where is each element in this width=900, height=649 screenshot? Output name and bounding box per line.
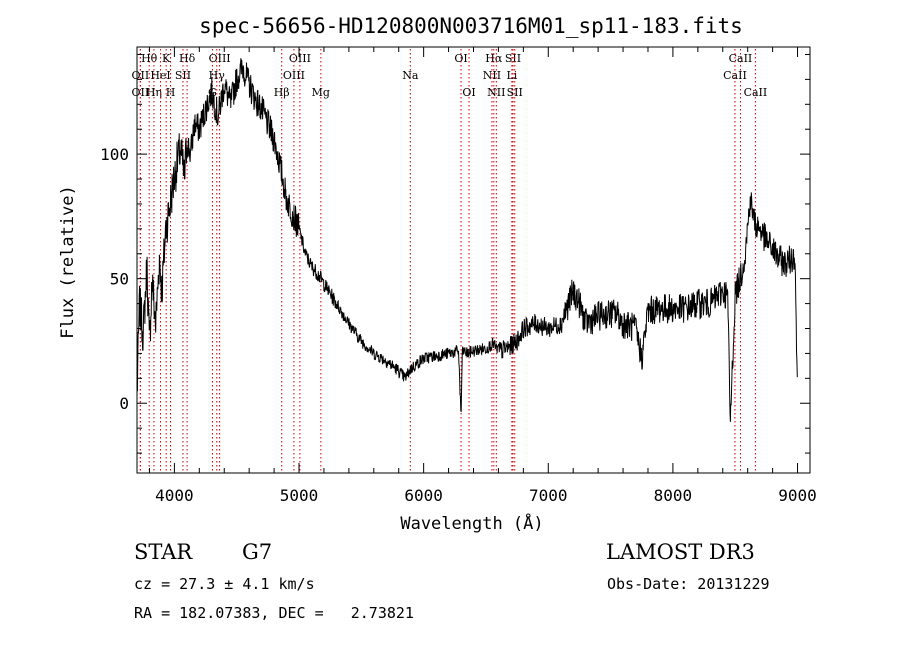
marker-label: OIII bbox=[289, 52, 311, 65]
axes: 4000 5000 6000 7000 8000 9000 0 50 100 bbox=[100, 47, 817, 505]
coordinates: RA = 182.07383, DEC = 2.73821 bbox=[134, 604, 414, 622]
marker-label: Mg bbox=[312, 86, 330, 99]
marker-label: Hα bbox=[485, 52, 503, 65]
y-axis-label: Flux (relative) bbox=[58, 185, 78, 339]
observation-date: Obs-Date: 20131229 bbox=[607, 575, 770, 593]
marker-label: Hδ bbox=[179, 52, 196, 65]
marker-label: SII bbox=[507, 86, 523, 99]
marker-label: Hθ bbox=[141, 52, 158, 65]
marker-label: Hη bbox=[146, 86, 162, 99]
marker-label: OI bbox=[462, 86, 475, 99]
marker-label: H bbox=[166, 86, 176, 99]
marker-label: K bbox=[162, 52, 171, 65]
x-tick-label: 8000 bbox=[654, 486, 693, 505]
spectrum-series bbox=[136, 58, 798, 422]
marker-label: Hβ bbox=[274, 86, 290, 99]
x-tick-label: 5000 bbox=[280, 486, 319, 505]
object-subclass: G7 bbox=[242, 540, 273, 564]
marker-label: CaII bbox=[729, 52, 753, 65]
marker-label: CaII bbox=[744, 86, 768, 99]
marker-label: HeI bbox=[150, 69, 170, 82]
x-tick-label: 7000 bbox=[529, 486, 568, 505]
marker-label: Hγ bbox=[209, 69, 226, 82]
survey-name: LAMOST DR3 bbox=[606, 540, 755, 564]
marker-label: OIII bbox=[283, 69, 305, 82]
marker-label: OII bbox=[132, 69, 150, 82]
marker-label: Na bbox=[402, 69, 419, 82]
marker-label: Li bbox=[506, 69, 517, 82]
marker-label: OI bbox=[454, 52, 467, 65]
spectrum-line bbox=[136, 58, 798, 422]
y-tick-label: 100 bbox=[100, 145, 129, 164]
x-tick-label: 6000 bbox=[404, 486, 443, 505]
marker-label: SII bbox=[505, 52, 521, 65]
marker-label: CaII bbox=[723, 69, 747, 82]
x-axis-label: Wavelength (Å) bbox=[400, 512, 543, 534]
x-tick-label: 4000 bbox=[155, 486, 194, 505]
object-class: STAR bbox=[134, 540, 193, 564]
plot-frame bbox=[136, 46, 811, 474]
marker-label: OIII bbox=[209, 52, 231, 65]
x-tick-label: 9000 bbox=[778, 486, 817, 505]
marker-label: NII bbox=[483, 69, 501, 82]
marker-label: SII bbox=[175, 69, 191, 82]
chart-title: spec-56656-HD120800N003716M01_sp11-183.f… bbox=[199, 14, 743, 38]
marker-label: OII bbox=[132, 86, 150, 99]
marker-label: NII bbox=[487, 86, 505, 99]
y-tick-label: 50 bbox=[110, 270, 129, 289]
redshift-cz: cz = 27.3 ± 4.1 km/s bbox=[134, 575, 315, 593]
y-tick-label: 0 bbox=[119, 394, 129, 413]
